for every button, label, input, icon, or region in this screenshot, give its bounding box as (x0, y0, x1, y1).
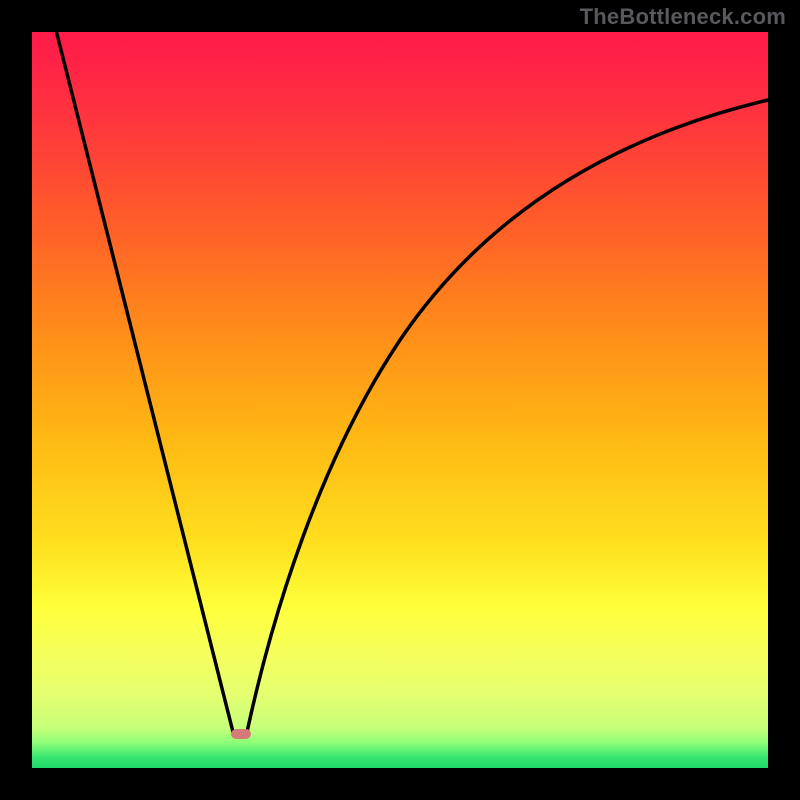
optimal-point-marker (231, 729, 251, 739)
chart-container: TheBottleneck.com (0, 0, 800, 800)
watermark-text: TheBottleneck.com (580, 4, 786, 30)
plot-area (32, 32, 768, 768)
